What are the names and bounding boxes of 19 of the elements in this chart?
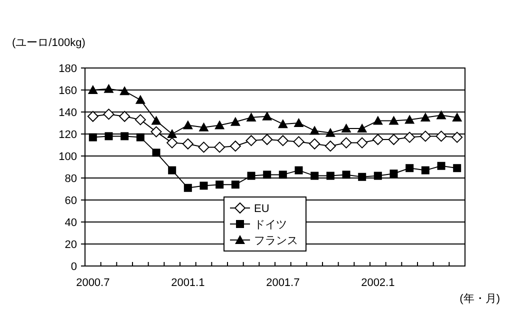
x-axis-title: (年・月) — [460, 293, 500, 305]
y-tick-label: 160 — [58, 85, 77, 97]
y-tick-label: 120 — [58, 129, 77, 141]
legend-label: フランス — [254, 235, 298, 247]
y-tick-label: 80 — [64, 173, 77, 185]
y-tick-label: 140 — [58, 107, 77, 119]
legend-label: EU — [254, 203, 270, 215]
y-tick-label: 40 — [64, 217, 77, 229]
y-tick-label: 180 — [58, 63, 77, 75]
legend-label: ドイツ — [254, 219, 287, 231]
y-axis-title: (ユーロ/100kg) — [12, 37, 86, 49]
y-tick-label: 60 — [64, 195, 77, 207]
x-tick-label: 2000.7 — [76, 277, 110, 289]
y-tick-label: 100 — [58, 151, 77, 163]
x-tick-label: 2001.1 — [171, 277, 205, 289]
y-tick-label: 20 — [64, 239, 77, 251]
y-tick-label: 0 — [70, 261, 77, 273]
x-tick-label: 2001.7 — [266, 277, 300, 289]
x-tick-label: 2002.1 — [361, 277, 395, 289]
